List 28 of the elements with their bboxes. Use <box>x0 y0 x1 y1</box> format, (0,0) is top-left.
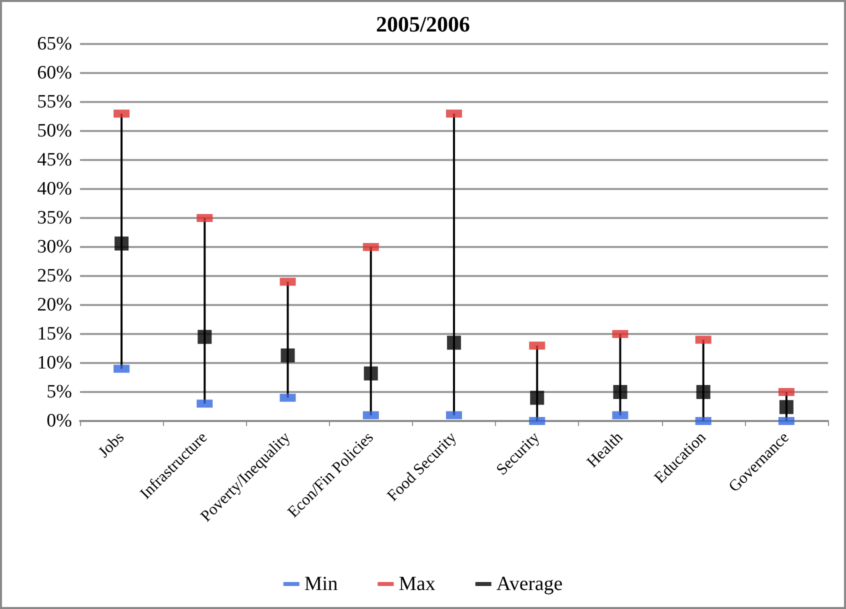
y-tick-label: 60% <box>37 62 72 84</box>
y-tick-label: 50% <box>37 120 72 142</box>
legend-label: Average <box>496 573 563 595</box>
point <box>114 236 129 251</box>
point <box>779 400 794 414</box>
legend-label: Max <box>398 573 436 595</box>
y-tick-label: 65% <box>37 34 72 54</box>
point <box>364 366 378 380</box>
point <box>613 385 628 399</box>
y-tick-label: 0% <box>46 410 72 432</box>
y-tick-label: 25% <box>37 266 72 286</box>
y-tick-label: 10% <box>37 352 72 374</box>
point <box>530 390 544 405</box>
y-tick-label: 40% <box>37 178 72 200</box>
y-tick-label: 15% <box>37 324 72 344</box>
y-tick-label: 55% <box>37 92 72 112</box>
y-tick-label: 30% <box>37 236 72 258</box>
y-tick-label: 20% <box>37 294 72 316</box>
point <box>696 385 710 399</box>
x-tick-label: Jobs <box>95 428 128 462</box>
chart-title: 2005/2006 <box>376 12 470 36</box>
y-tick-label: 35% <box>37 208 72 228</box>
point <box>198 330 212 344</box>
y-tick-label: 5% <box>46 382 72 402</box>
point <box>447 336 461 350</box>
point <box>280 348 295 362</box>
y-tick-label: 45% <box>37 150 72 170</box>
legend-label: Min <box>304 573 338 595</box>
